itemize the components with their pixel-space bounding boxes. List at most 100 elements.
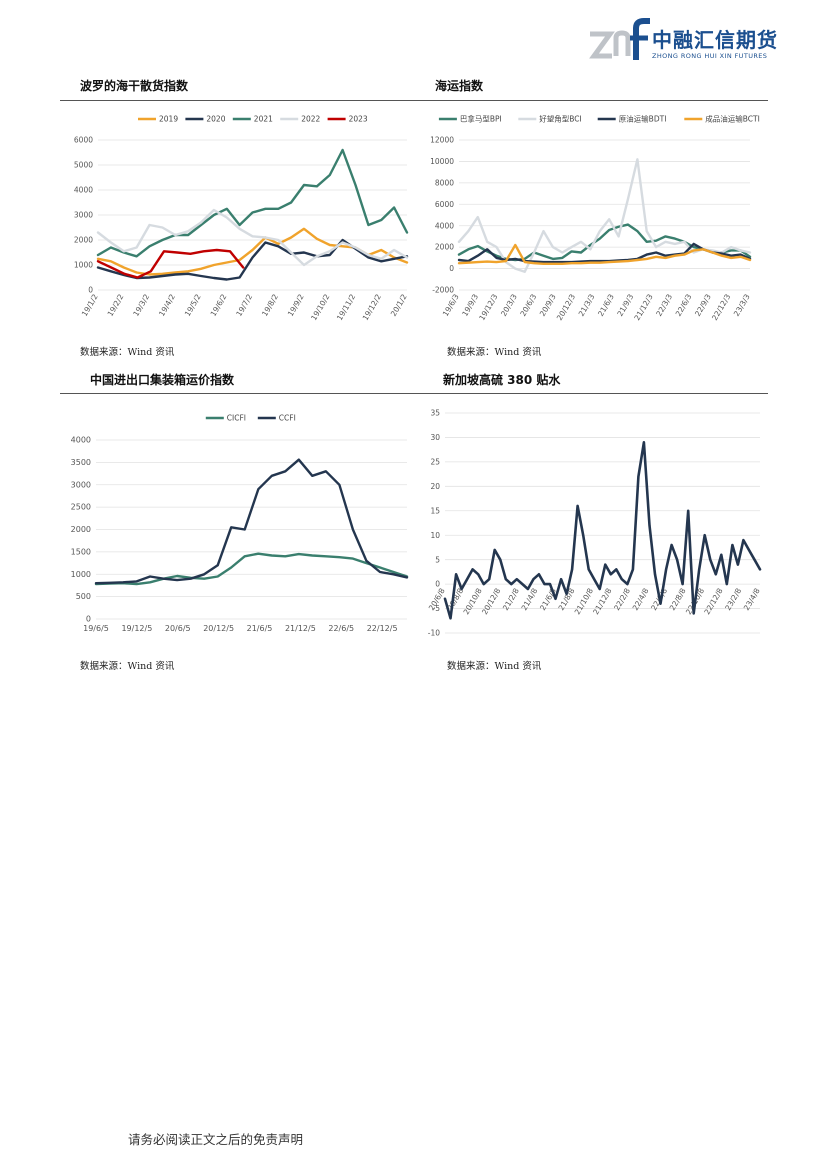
x-tick-label: 19/10/2 xyxy=(309,292,331,322)
x-tick-label: 20/12/5 xyxy=(203,624,234,633)
x-tick-label: 22/6/3 xyxy=(674,292,694,318)
y-tick-label: -5 xyxy=(433,604,441,613)
y-tick-label: 1000 xyxy=(74,261,93,270)
x-tick-label: 19/3/2 xyxy=(131,292,151,318)
section-title-shipping: 海运指数 xyxy=(435,79,484,93)
x-tick-label: 21/9/3 xyxy=(615,292,635,318)
logo-mark-letters xyxy=(589,18,650,60)
y-tick-label: 500 xyxy=(76,592,91,601)
legend-label: 2023 xyxy=(349,115,368,124)
legend-label: 原油运输BDTI xyxy=(619,114,667,124)
y-tick-label: 30 xyxy=(430,433,440,442)
x-tick-label: 19/2/2 xyxy=(106,292,126,318)
legend: 2019 2020 2021 2022 2023 xyxy=(138,115,368,124)
x-tick-label: 19/8/2 xyxy=(260,292,280,318)
znf-logo-icon xyxy=(589,18,650,60)
legend: CICFI CCFI xyxy=(205,414,296,423)
x-tick-label: 20/12/3 xyxy=(555,292,577,322)
y-tick-label: -2000 xyxy=(432,286,454,295)
x-tick-label: 19/6/5 xyxy=(83,624,109,633)
series-line-2023 xyxy=(96,248,245,279)
section-divider-top xyxy=(60,100,768,101)
x-tick-label: 21/3/3 xyxy=(577,292,597,318)
y-tick-label: 0 xyxy=(86,615,91,624)
disclaimer-footer: 请务必阅读正文之后的免责声明 xyxy=(128,1132,304,1147)
chart-bdi: 0 1000 2000 3000 4000 5000 6000 19/1/2 19/2/2 19/… xyxy=(60,108,415,336)
legend: 巴拿马型BPI 好望角型BCI 原油运输BDTI 成品油运输BCTI xyxy=(438,114,760,124)
source-note-hsfo: 数据来源：Wind 资讯 xyxy=(447,661,542,672)
x-tick-label: 19/12/3 xyxy=(477,292,499,322)
legend-label: 2022 xyxy=(301,115,320,124)
y-tick-label: 3500 xyxy=(71,458,91,467)
x-tick-label: 19/9/3 xyxy=(460,292,480,318)
y-tick-label: 6000 xyxy=(74,136,93,145)
section-divider-middle xyxy=(60,393,768,394)
legend-label: 2019 xyxy=(159,115,178,124)
legend-label: 巴拿马型BPI xyxy=(460,114,502,124)
x-tick-label: 23/3/3 xyxy=(732,292,752,318)
series-line-成品油运输BCTI xyxy=(457,243,752,266)
y-tick-label: 12000 xyxy=(430,136,454,145)
legend-label: CCFI xyxy=(279,414,296,423)
y-tick-label: 3000 xyxy=(74,211,93,220)
y-tick-label: 0 xyxy=(449,264,454,273)
chart-hsfo-premium: -10 -5 0 5 10 15 20 25 30 35 20/6/8 20/8/8 20/10/8 20… xyxy=(425,405,770,645)
y-tick-label: 5000 xyxy=(74,161,93,170)
company-name-en: ZHONG RONG HUI XIN FUTURES xyxy=(652,52,768,60)
series-line-CCFI xyxy=(94,458,409,585)
x-tick-label: 19/6/2 xyxy=(209,292,229,318)
series-line-hsfo xyxy=(443,440,762,620)
legend-label: 2020 xyxy=(206,115,225,124)
section-title-ccfi: 中国进出口集装箱运价指数 xyxy=(90,373,235,387)
legend-label: 好望角型BCI xyxy=(539,114,581,124)
legend-label: 成品油运输BCTI xyxy=(705,114,760,124)
x-tick-label: 22/3/3 xyxy=(654,292,674,318)
x-tick-label: 19/12/5 xyxy=(121,624,152,633)
series-line-2022 xyxy=(96,208,409,267)
section-title-bdi: 波罗的海干散货指数 xyxy=(80,79,189,93)
y-tick-label: 2500 xyxy=(71,503,91,512)
y-tick-label: 5 xyxy=(435,555,440,564)
series-line-原油运输BDTI xyxy=(457,242,752,264)
y-tick-label: 35 xyxy=(430,409,440,418)
y-tick-label: 0 xyxy=(88,286,93,295)
y-tick-label: 2000 xyxy=(71,525,91,534)
y-tick-label: 1000 xyxy=(71,570,91,579)
chart-shipping-index: -2000 0 2000 4000 6000 8000 10000 12000 19/6/3 19… xyxy=(425,108,770,336)
company-logo: 中融汇信期货 ZHONG RONG HUI XIN FUTURES xyxy=(588,18,778,64)
x-tick-label: 22/12/5 xyxy=(367,624,398,633)
x-tick-label: 19/11/2 xyxy=(335,292,357,322)
x-tick-label: 19/7/2 xyxy=(234,292,254,318)
x-tick-label: 20/1/2 xyxy=(389,292,409,318)
chart-svg: -10-50510152025303520/6/820/8/820/10/820… xyxy=(427,409,762,638)
y-tick-label: 25 xyxy=(430,457,440,466)
y-tick-label: 0 xyxy=(435,580,440,589)
source-note-shipping: 数据来源：Wind 资讯 xyxy=(447,347,542,358)
chart-svg: 0 500 1000 1500 2000 2500 3000 3500 4000 19/6/5 19… xyxy=(71,414,409,633)
x-tick-label: 19/4/2 xyxy=(157,292,177,318)
x-tick-label: 20/6/3 xyxy=(518,292,538,318)
x-tick-label: 19/6/3 xyxy=(441,292,461,318)
source-note-bdi: 数据来源：Wind 资讯 xyxy=(80,347,175,358)
x-tick-label: 21/12/5 xyxy=(285,624,316,633)
source-note-ccfi: 数据来源：Wind 资讯 xyxy=(80,661,175,672)
x-tick-label: 19/5/2 xyxy=(183,292,203,318)
x-tick-label: 19/1/2 xyxy=(80,292,100,318)
series-line-CICFI xyxy=(94,552,409,586)
y-tick-label: 10000 xyxy=(430,157,454,166)
y-tick-label: 8000 xyxy=(435,178,454,187)
x-tick-label: 22/12/3 xyxy=(710,292,732,322)
x-tick-label: 20/9/3 xyxy=(538,292,558,318)
y-tick-label: 4000 xyxy=(71,436,91,445)
y-tick-label: 15 xyxy=(430,506,440,515)
chart-container-freight: 0 500 1000 1500 2000 2500 3000 3500 4000 19/6/5 19… xyxy=(60,405,415,645)
x-tick-label: 22/9/3 xyxy=(693,292,713,318)
company-name-cn: 中融汇信期货 xyxy=(652,28,778,52)
x-tick-label: 19/9/2 xyxy=(286,292,306,318)
x-tick-label: 19/12/2 xyxy=(361,292,383,322)
series-line-好望角型BCI xyxy=(457,158,752,274)
x-tick-label: 20/12/8 xyxy=(480,586,502,616)
x-tick-label: 20/6/5 xyxy=(165,624,191,633)
y-tick-label: 3000 xyxy=(71,480,91,489)
